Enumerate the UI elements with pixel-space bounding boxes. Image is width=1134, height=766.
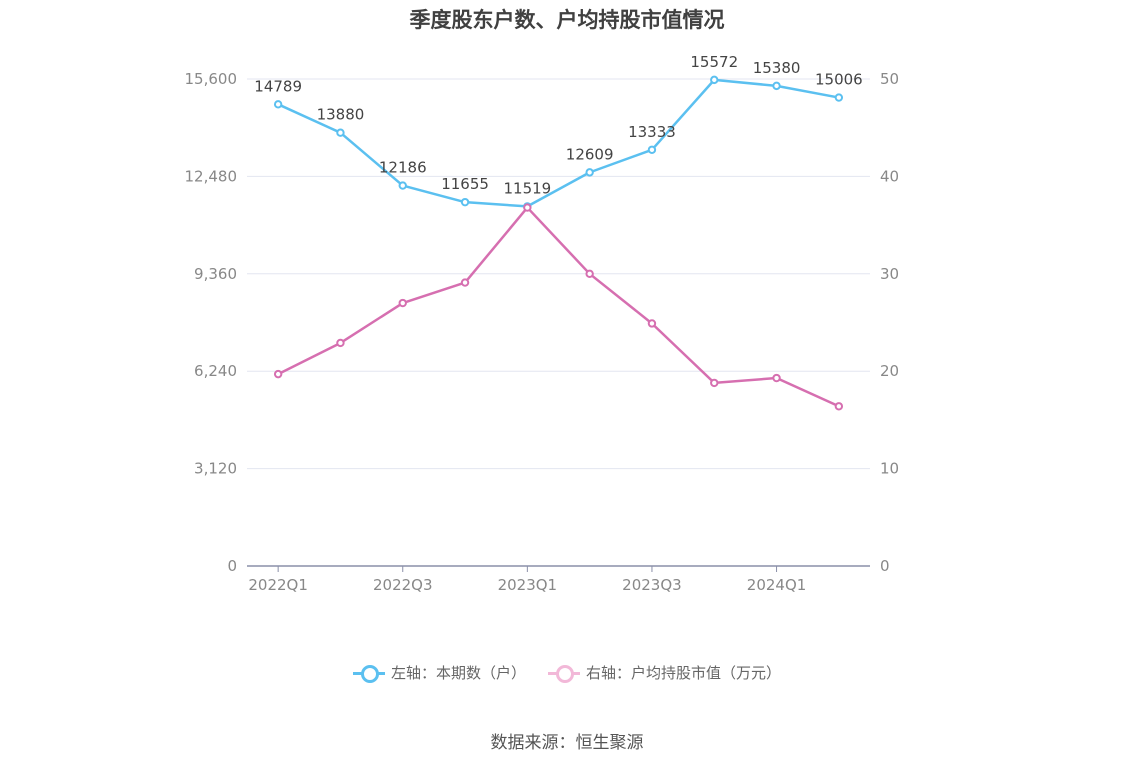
y-tick-label-left: 0 (227, 557, 237, 575)
legend-label-right: 右轴：户均持股市值（万元） (586, 664, 782, 682)
y-tick-label-right: 10 (880, 460, 899, 478)
y-tick-label-right: 30 (880, 265, 899, 283)
legend-item-left[interactable]: 左轴：本期数（户） (352, 662, 526, 683)
data-point (710, 378, 719, 388)
data-label: 15380 (753, 59, 801, 77)
x-tick-label: 2024Q1 (747, 576, 807, 594)
data-label: 14789 (254, 77, 302, 95)
data-label: 15006 (815, 71, 863, 89)
data-label: 12186 (379, 159, 427, 177)
data-point (398, 298, 407, 308)
data-point (336, 128, 345, 137)
data-source: 数据来源：恒生聚源 (490, 733, 644, 753)
data-point (834, 402, 844, 411)
data-point (336, 338, 345, 348)
data-label: 11655 (441, 175, 489, 193)
data-label: 13333 (628, 123, 676, 141)
legend-item-right[interactable]: 右轴：户均持股市值（万元） (548, 662, 781, 683)
data-point (772, 373, 781, 383)
data-point (585, 168, 594, 177)
data-point (834, 93, 844, 102)
x-tick-label: 2022Q3 (373, 576, 433, 594)
legend[interactable]: 左轴：本期数（户） 右轴：户均持股市值（万元） (0, 662, 1134, 683)
data-point (273, 100, 283, 109)
x-tick-label: 2023Q3 (622, 576, 682, 594)
data-point (710, 75, 719, 85)
y-tick-label-right: 0 (880, 557, 890, 575)
y-tick-label-left: 3,120 (194, 460, 237, 478)
data-point (398, 181, 407, 190)
legend-swatch-right-icon (548, 664, 580, 683)
data-label: 12609 (566, 145, 614, 163)
legend-swatch-left-icon (352, 664, 385, 683)
data-point (460, 197, 470, 207)
series-line-0 (277, 78, 840, 208)
y-tick-label-left: 12,480 (185, 167, 238, 185)
x-tick-label: 2022Q1 (248, 576, 308, 594)
y-tick-label-right: 20 (880, 362, 899, 380)
y-tick-label-right: 40 (880, 167, 899, 185)
y-tick-label-left: 9,360 (194, 265, 237, 283)
data-point (647, 319, 657, 328)
y-tick-label-right: 50 (880, 70, 899, 88)
chart-title: 季度股东户数、户均持股市值情况 (409, 8, 725, 32)
x-tick-label: 2023Q1 (498, 576, 558, 594)
series-line-1 (277, 206, 840, 408)
data-label: 11519 (503, 179, 551, 197)
data-point (273, 369, 283, 379)
data-point (523, 203, 532, 212)
data-point (585, 269, 594, 278)
data-label: 13880 (317, 106, 365, 124)
legend-label-left: 左轴：本期数（户） (390, 664, 526, 682)
data-point (772, 81, 781, 91)
y-tick-label-left: 15,600 (185, 70, 238, 88)
data-label: 15572 (690, 53, 738, 71)
y-tick-label-left: 6,240 (194, 362, 237, 380)
data-point (647, 145, 657, 154)
data-point (460, 278, 470, 287)
